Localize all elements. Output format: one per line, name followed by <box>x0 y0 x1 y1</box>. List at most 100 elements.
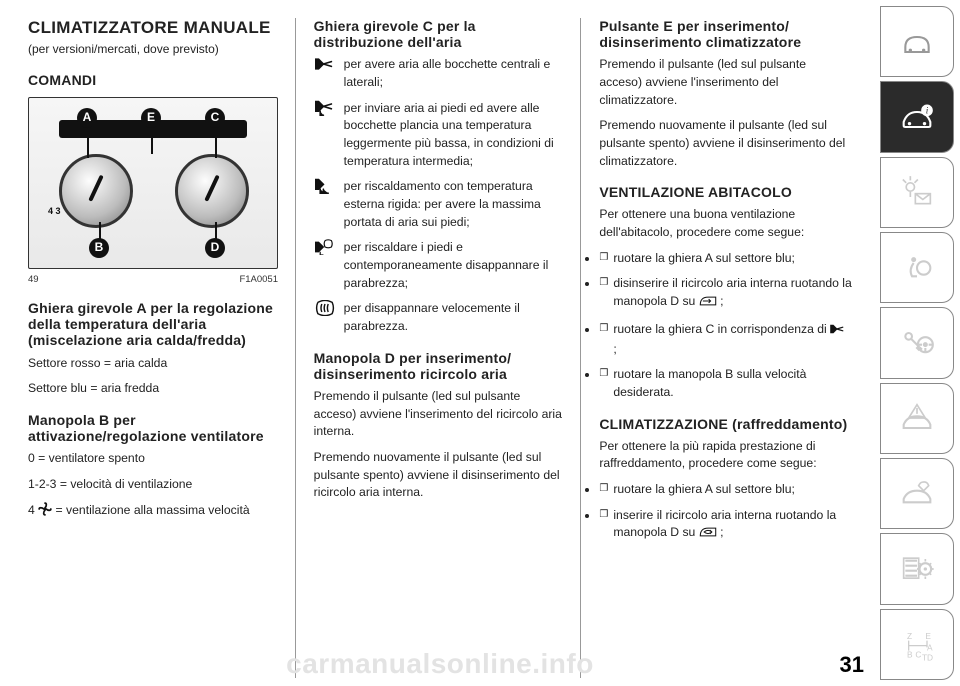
figure-number: 49 <box>28 273 39 287</box>
air-distribution-list: per avere aria alle bocchette centrali e… <box>314 56 567 336</box>
list-item: inserire il ricircolo aria interna ruota… <box>599 507 852 544</box>
manual-page: CLIMATIZZATORE MANUALE (per versioni/mer… <box>0 0 960 686</box>
dial-left: 4 3 <box>59 154 133 228</box>
lead-e <box>151 128 153 154</box>
ventilation-steps: ruotare la ghiera A sul settore blu; dis… <box>599 250 852 402</box>
list-text: per riscaldamento con temperatura estern… <box>344 178 567 231</box>
text-b-4: 4 = ventilazione alla massima velocità <box>28 502 281 522</box>
text-b-4b: = ventilazione alla massima velocità <box>52 503 249 517</box>
text-clim-intro: Per ottenere la più rapida prestazione d… <box>599 438 852 473</box>
heading-manopola-b: Manopola B per attivazione/regolazione v… <box>28 412 281 444</box>
tab-airbag[interactable] <box>880 232 954 303</box>
text-settore-blu: Settore blu = aria fredda <box>28 380 281 398</box>
list-text: per disappannare velocemente il parabrez… <box>344 300 567 335</box>
dial-right <box>175 154 249 228</box>
heading-ghiera-c: Ghiera girevole C per la distribuzione d… <box>314 18 567 50</box>
list-item: per avere aria alle bocchette centrali e… <box>314 56 567 91</box>
list-text: disinserire il ricircolo aria interna ru… <box>613 276 851 308</box>
page-number: 31 <box>840 652 864 678</box>
tab-list-gear[interactable] <box>880 533 954 604</box>
svg-text:D: D <box>927 653 933 663</box>
figure-49: 4 3 A E C B D <box>28 97 278 269</box>
label-c: C <box>205 108 225 128</box>
text-e-2: Premendo nuovamente il pulsante (led sul… <box>599 117 852 170</box>
label-b: B <box>89 238 109 258</box>
subtitle: (per versioni/mercati, dove previsto) <box>28 41 281 58</box>
sidebar-tabs: i Z E B ACDT <box>880 0 960 686</box>
list-text: inserire il ricircolo aria interna ruota… <box>613 508 836 540</box>
heading-ventilazione: VENTILAZIONE ABITACOLO <box>599 184 852 200</box>
lead-a <box>87 128 89 158</box>
list-suffix: ; <box>717 294 724 308</box>
list-item: ruotare la ghiera A sul settore blu; <box>599 481 852 499</box>
tab-car-wrench[interactable] <box>880 458 954 529</box>
heading-ghiera-a: Ghiera girevole A per la regolazione del… <box>28 300 281 348</box>
heading-climatizzazione: CLIMATIZZAZIONE (raffreddamento) <box>599 416 852 432</box>
text-d-1: Premendo il pulsante (led sul pulsante a… <box>314 388 567 441</box>
column-2: Ghiera girevole C per la distribuzione d… <box>314 18 582 678</box>
tab-car-front[interactable] <box>880 6 954 77</box>
recirculate-off-icon <box>699 295 717 313</box>
heading-manopola-d: Manopola D per inserimento/ disinserimen… <box>314 350 567 382</box>
tab-car-warning[interactable] <box>880 383 954 454</box>
list-text: per avere aria alle bocchette centrali e… <box>344 56 567 91</box>
content-area: CLIMATIZZATORE MANUALE (per versioni/mer… <box>0 0 880 686</box>
svg-text:Z: Z <box>907 631 912 641</box>
list-suffix: ; <box>613 342 616 356</box>
tab-key-wheel[interactable] <box>880 307 954 378</box>
section-title: CLIMATIZZATORE MANUALE <box>28 18 281 37</box>
label-e: E <box>141 108 161 128</box>
text-d-2: Premendo nuovamente il pulsante (led sul… <box>314 449 567 502</box>
vent-feet-icon <box>314 178 336 194</box>
column-3: Pulsante E per inserimento/ disinserimen… <box>599 18 866 678</box>
list-text: ruotare la manopola B sulla velocità des… <box>613 367 806 399</box>
list-text: per inviare aria ai piedi ed avere alle … <box>344 100 567 171</box>
lead-c <box>215 128 217 158</box>
svg-text:B: B <box>907 650 913 660</box>
list-suffix: ; <box>717 525 724 539</box>
text-settore-rosso: Settore rosso = aria calda <box>28 355 281 373</box>
text-b-123: 1-2-3 = velocità di ventilazione <box>28 476 281 494</box>
list-text: ruotare la ghiera A sul settore blu; <box>613 251 795 265</box>
list-item: disinserire il ricircolo aria interna ru… <box>599 275 852 312</box>
list-item: ruotare la manopola B sulla velocità des… <box>599 366 852 401</box>
tab-car-info[interactable]: i <box>880 81 954 152</box>
list-item: per riscaldare i piedi e contemporaneame… <box>314 239 567 292</box>
vent-face-icon <box>314 56 336 72</box>
figure-caption: 49 F1A0051 <box>28 273 278 287</box>
defrost-icon <box>314 300 336 316</box>
svg-text:C: C <box>915 650 921 660</box>
svg-text:T: T <box>922 653 927 663</box>
lead-d <box>215 222 217 240</box>
text-vent-intro: Per ottenere una buona ventilazione dell… <box>599 206 852 241</box>
figure-code: F1A0051 <box>239 273 278 287</box>
list-item: ruotare la ghiera C in corrispondenza di… <box>599 321 852 358</box>
cooling-steps: ruotare la ghiera A sul settore blu; ins… <box>599 481 852 544</box>
column-1: CLIMATIZZATORE MANUALE (per versioni/mer… <box>28 18 296 678</box>
svg-text:A: A <box>927 643 933 653</box>
list-item: ruotare la ghiera A sul settore blu; <box>599 250 852 268</box>
label-a: A <box>77 108 97 128</box>
label-d: D <box>205 238 225 258</box>
text-b-0: 0 = ventilatore spento <box>28 450 281 468</box>
list-item: per inviare aria ai piedi ed avere alle … <box>314 100 567 171</box>
fan-icon <box>38 502 52 522</box>
list-text: per riscaldare i piedi e contemporaneame… <box>344 239 567 292</box>
heading-pulsante-e: Pulsante E per inserimento/ disinserimen… <box>599 18 852 50</box>
list-text: ruotare la ghiera A sul settore blu; <box>613 482 795 496</box>
text-e-1: Premendo il pulsante (led sul pulsante a… <box>599 56 852 109</box>
list-item: per disappannare velocemente il parabrez… <box>314 300 567 335</box>
svg-text:E: E <box>925 631 931 641</box>
list-item: per riscaldamento con temperatura estern… <box>314 178 567 231</box>
tab-light-mail[interactable] <box>880 157 954 228</box>
text-b-4a: 4 <box>28 503 38 517</box>
heading-comandi: COMANDI <box>28 72 281 88</box>
dial-scale: 4 3 <box>48 205 61 217</box>
recirculate-on-icon <box>699 526 717 544</box>
list-text: ruotare la ghiera C in corrispondenza di <box>613 322 830 336</box>
lead-b <box>99 222 101 240</box>
tab-gearbox-letters[interactable]: Z E B ACDT <box>880 609 954 680</box>
vent-face-icon <box>830 323 846 341</box>
vent-feet-defrost-icon <box>314 239 336 255</box>
vent-face-feet-icon <box>314 100 336 116</box>
